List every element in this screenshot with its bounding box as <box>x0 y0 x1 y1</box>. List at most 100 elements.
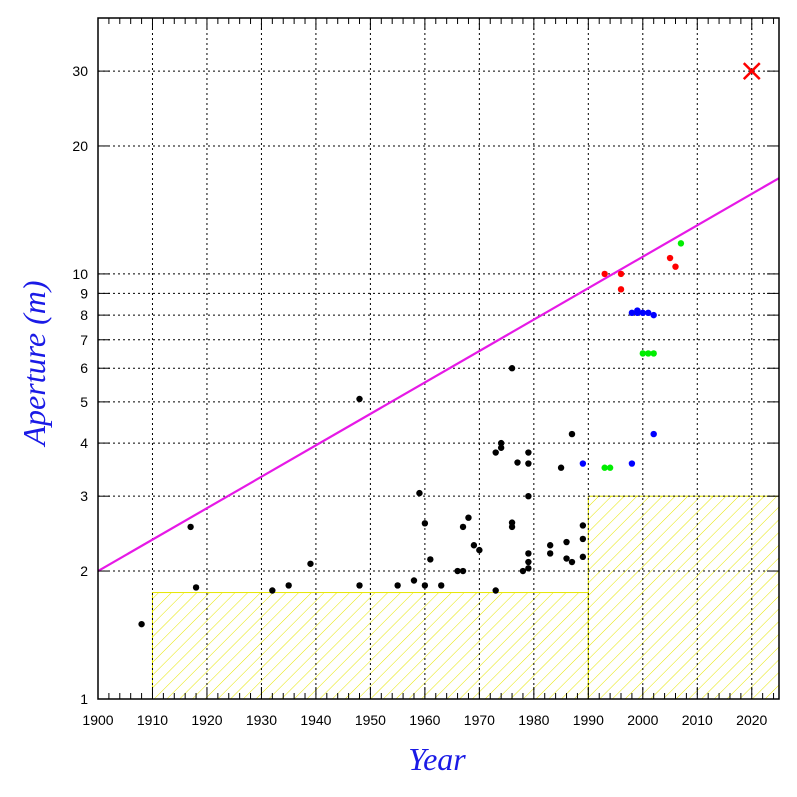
data-point <box>579 535 587 543</box>
data-point <box>666 254 674 262</box>
x-tick-label: 1980 <box>518 712 549 728</box>
data-point <box>650 350 657 357</box>
data-point <box>508 365 516 372</box>
x-tick-label: 2020 <box>736 712 767 728</box>
data-point <box>557 464 565 471</box>
data-point <box>579 460 587 467</box>
data-point <box>492 449 499 456</box>
data-point <box>650 311 657 319</box>
data-point <box>285 582 292 589</box>
data-point <box>497 439 505 447</box>
x-tick-label: 1970 <box>464 712 495 728</box>
data-point <box>628 309 636 317</box>
data-point <box>514 459 521 466</box>
x-tick-label: 1990 <box>573 712 604 728</box>
data-point <box>438 582 445 589</box>
y-tick-label: 1 <box>80 691 88 707</box>
data-point <box>617 270 625 278</box>
data-point <box>579 553 587 561</box>
y-tick-label: 4 <box>80 435 88 451</box>
data-point <box>525 449 532 456</box>
data-point <box>192 584 200 591</box>
y-tick-label: 30 <box>72 63 88 79</box>
data-point <box>465 514 472 521</box>
trend-line-group <box>97 177 780 572</box>
y-tick-label: 8 <box>80 307 88 323</box>
data-point <box>563 538 570 546</box>
shaded-regions <box>151 495 780 700</box>
data-point <box>672 263 679 270</box>
y-tick-label: 10 <box>72 266 88 282</box>
x-axis-title: Year <box>408 741 466 777</box>
data-point <box>416 489 423 497</box>
data-point <box>639 350 646 357</box>
data-point <box>525 550 532 557</box>
data-point <box>546 542 554 549</box>
y-tick-label: 6 <box>80 360 88 376</box>
data-point <box>394 582 401 589</box>
x-tick-label: 2010 <box>682 712 713 728</box>
data-point <box>187 523 194 531</box>
x-tick-label: 1960 <box>409 712 440 728</box>
data-point <box>645 350 652 357</box>
data-point <box>459 567 467 575</box>
y-tick-label: 7 <box>80 332 88 348</box>
trend-line <box>97 177 780 572</box>
data-point <box>650 430 657 438</box>
x-tick-label: 1950 <box>355 712 386 728</box>
data-point <box>525 492 532 500</box>
data-point <box>525 460 532 467</box>
data-point <box>563 555 570 562</box>
x-tick-label: 1940 <box>300 712 331 728</box>
data-point <box>307 560 314 567</box>
data-point <box>645 309 652 317</box>
data-point <box>497 444 505 451</box>
data-point <box>454 567 461 575</box>
data-point <box>470 542 478 549</box>
data-point <box>579 522 587 529</box>
data-point <box>421 520 429 527</box>
y-tick-label: 2 <box>80 563 88 579</box>
data-point <box>492 587 499 594</box>
data-point <box>601 464 608 471</box>
target-marker <box>742 62 761 80</box>
data-point <box>356 582 363 589</box>
plot-frame <box>97 17 780 700</box>
x-tick-label: 1900 <box>82 712 113 728</box>
data-point <box>568 430 576 438</box>
data-point <box>677 240 685 247</box>
data-point <box>639 309 646 317</box>
data-point <box>568 558 576 566</box>
shaded-region-1 <box>587 495 780 700</box>
x-tick-labels: 1900 1910 1920 1930 1940 1950 1960 1970 1980 1990… <box>82 712 767 728</box>
shaded-region-0 <box>151 592 589 700</box>
y-tick-label: 3 <box>80 488 88 504</box>
data-point <box>269 587 276 594</box>
data-point <box>508 519 516 526</box>
data-point <box>601 270 608 278</box>
axis-ticks <box>97 17 779 700</box>
x-tick-label: 2000 <box>627 712 658 728</box>
data-point <box>427 556 434 563</box>
data-point <box>525 558 532 566</box>
data-point <box>138 620 145 628</box>
data-point <box>459 523 467 531</box>
data-point <box>606 464 614 471</box>
data-point <box>356 395 363 403</box>
y-tick-label: 9 <box>80 285 88 301</box>
data-point <box>410 577 418 584</box>
grid-lines <box>98 18 779 699</box>
y-axis-title: Aperture (m) <box>16 281 52 448</box>
data-point <box>617 286 625 293</box>
y-tick-labels: 1 2 3 4 5 6 7 8 9 10 20 30 <box>72 63 88 707</box>
data-point <box>628 460 636 467</box>
data-point <box>546 550 554 557</box>
y-tick-label: 5 <box>80 394 88 410</box>
data-points <box>138 62 761 628</box>
x-tick-label: 1910 <box>137 712 168 728</box>
x-tick-label: 1920 <box>191 712 222 728</box>
y-tick-label: 20 <box>72 138 88 154</box>
data-point <box>421 582 429 589</box>
data-point <box>634 307 641 314</box>
